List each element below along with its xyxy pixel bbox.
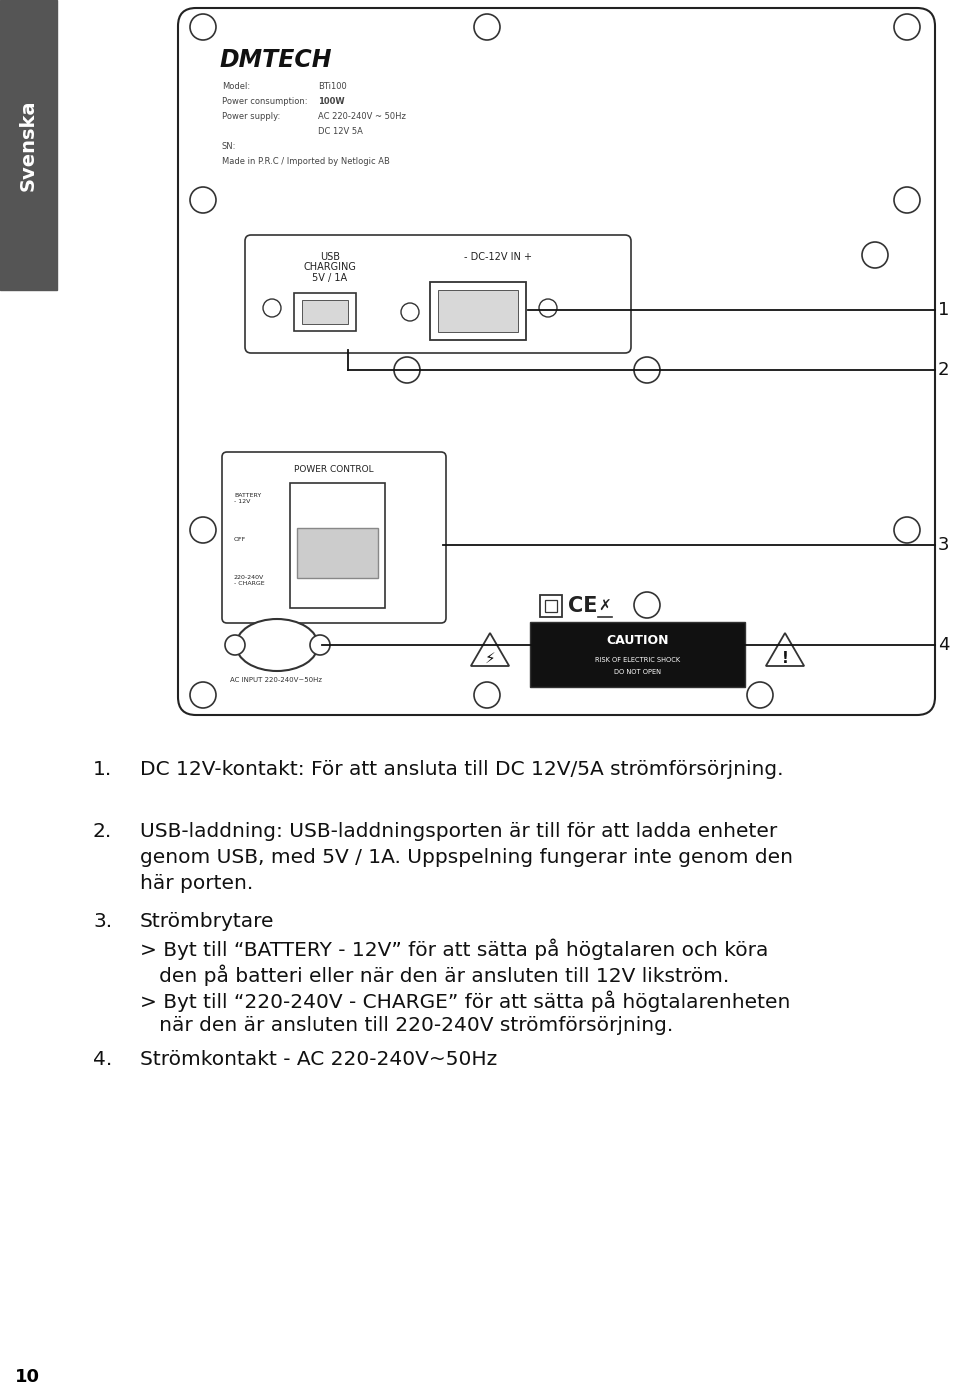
Text: Strömbrytare: Strömbrytare — [140, 911, 275, 931]
Text: USB: USB — [320, 252, 340, 262]
Bar — [540, 596, 562, 616]
FancyBboxPatch shape — [245, 235, 631, 353]
Text: !: ! — [781, 651, 788, 666]
Text: DC 12V-kontakt: För att ansluta till DC 12V/5A strömförsörjning.: DC 12V-kontakt: För att ansluta till DC … — [140, 760, 783, 778]
Circle shape — [263, 299, 281, 317]
Polygon shape — [470, 633, 509, 666]
Text: 220-240V
- CHARGE: 220-240V - CHARGE — [234, 575, 265, 586]
Text: Svenska: Svenska — [19, 100, 38, 191]
Ellipse shape — [236, 619, 318, 670]
Circle shape — [394, 591, 420, 618]
Bar — [545, 600, 557, 612]
Text: RISK OF ELECTRIC SHOCK: RISK OF ELECTRIC SHOCK — [595, 656, 680, 663]
Text: SN:: SN: — [222, 143, 236, 151]
Circle shape — [401, 303, 419, 321]
Circle shape — [634, 591, 660, 618]
Text: DO NOT OPEN: DO NOT OPEN — [614, 669, 661, 674]
Text: Power consumption:: Power consumption: — [222, 97, 307, 107]
Bar — [290, 483, 385, 608]
Text: Made in P.R.C / Imported by Netlogic AB: Made in P.R.C / Imported by Netlogic AB — [222, 157, 390, 166]
Text: den på batteri eller när den är ansluten till 12V likström.: den på batteri eller när den är ansluten… — [140, 964, 730, 986]
Circle shape — [474, 14, 500, 40]
Text: AC INPUT 220-240V~50Hz: AC INPUT 220-240V~50Hz — [230, 677, 322, 683]
Circle shape — [539, 299, 557, 317]
Text: BTi100: BTi100 — [318, 82, 347, 91]
Text: USB-laddning: USB-laddningsporten är till för att ladda enheter: USB-laddning: USB-laddningsporten är til… — [140, 823, 778, 841]
Text: Strömkontakt - AC 220-240V~50Hz: Strömkontakt - AC 220-240V~50Hz — [140, 1050, 497, 1069]
Circle shape — [225, 634, 245, 655]
Text: 4.: 4. — [93, 1050, 112, 1069]
Text: 100W: 100W — [318, 97, 345, 107]
Text: OFF: OFF — [234, 537, 247, 542]
Text: 1.: 1. — [93, 760, 112, 778]
Circle shape — [747, 681, 773, 708]
Circle shape — [190, 517, 216, 543]
Bar — [294, 294, 356, 331]
Text: CHARGING: CHARGING — [303, 262, 356, 271]
Bar — [297, 528, 378, 578]
Circle shape — [894, 187, 920, 213]
Text: 4: 4 — [938, 636, 949, 654]
Text: 2: 2 — [938, 361, 949, 379]
Text: DC 12V 5A: DC 12V 5A — [318, 127, 363, 136]
Text: 10: 10 — [15, 1368, 40, 1385]
Text: CE: CE — [568, 596, 597, 616]
Text: CAUTION: CAUTION — [607, 633, 669, 647]
Text: när den är ansluten till 220-240V strömförsörjning.: när den är ansluten till 220-240V strömf… — [140, 1017, 673, 1035]
Circle shape — [190, 187, 216, 213]
Circle shape — [394, 357, 420, 384]
Polygon shape — [766, 633, 804, 666]
Text: DMTECH: DMTECH — [220, 48, 332, 72]
Bar — [430, 283, 526, 339]
Bar — [0, 0, 57, 289]
Text: ⚡: ⚡ — [485, 651, 495, 666]
Text: 3.: 3. — [93, 911, 112, 931]
Text: Power supply:: Power supply: — [222, 112, 280, 120]
Circle shape — [894, 517, 920, 543]
Circle shape — [634, 357, 660, 384]
FancyBboxPatch shape — [222, 452, 446, 623]
Text: - DC-12V IN +: - DC-12V IN + — [464, 252, 532, 262]
Text: ✗: ✗ — [598, 598, 611, 614]
Text: > Byt till “BATTERY - 12V” för att sätta på högtalaren och köra: > Byt till “BATTERY - 12V” för att sätta… — [140, 938, 768, 960]
Text: AC 220-240V ~ 50Hz: AC 220-240V ~ 50Hz — [318, 112, 406, 120]
Text: genom USB, med 5V / 1A. Uppspelning fungerar inte genom den: genom USB, med 5V / 1A. Uppspelning fung… — [140, 848, 793, 867]
FancyBboxPatch shape — [178, 8, 935, 715]
Text: Model:: Model: — [222, 82, 251, 91]
Text: 1: 1 — [938, 301, 949, 319]
Text: här porten.: här porten. — [140, 874, 253, 893]
Text: 2.: 2. — [93, 823, 112, 841]
Text: 5V / 1A: 5V / 1A — [312, 273, 348, 283]
Bar — [438, 289, 518, 332]
Circle shape — [474, 681, 500, 708]
Bar — [530, 622, 745, 687]
Circle shape — [894, 14, 920, 40]
Bar — [302, 301, 348, 324]
Circle shape — [310, 634, 330, 655]
Text: POWER CONTROL: POWER CONTROL — [294, 465, 373, 474]
Circle shape — [862, 242, 888, 269]
Text: BATTERY
- 12V: BATTERY - 12V — [234, 493, 261, 504]
Text: 3: 3 — [938, 536, 949, 554]
Text: > Byt till “220-240V - CHARGE” för att sätta på högtalarenheten: > Byt till “220-240V - CHARGE” för att s… — [140, 990, 790, 1011]
Circle shape — [190, 681, 216, 708]
Circle shape — [190, 14, 216, 40]
